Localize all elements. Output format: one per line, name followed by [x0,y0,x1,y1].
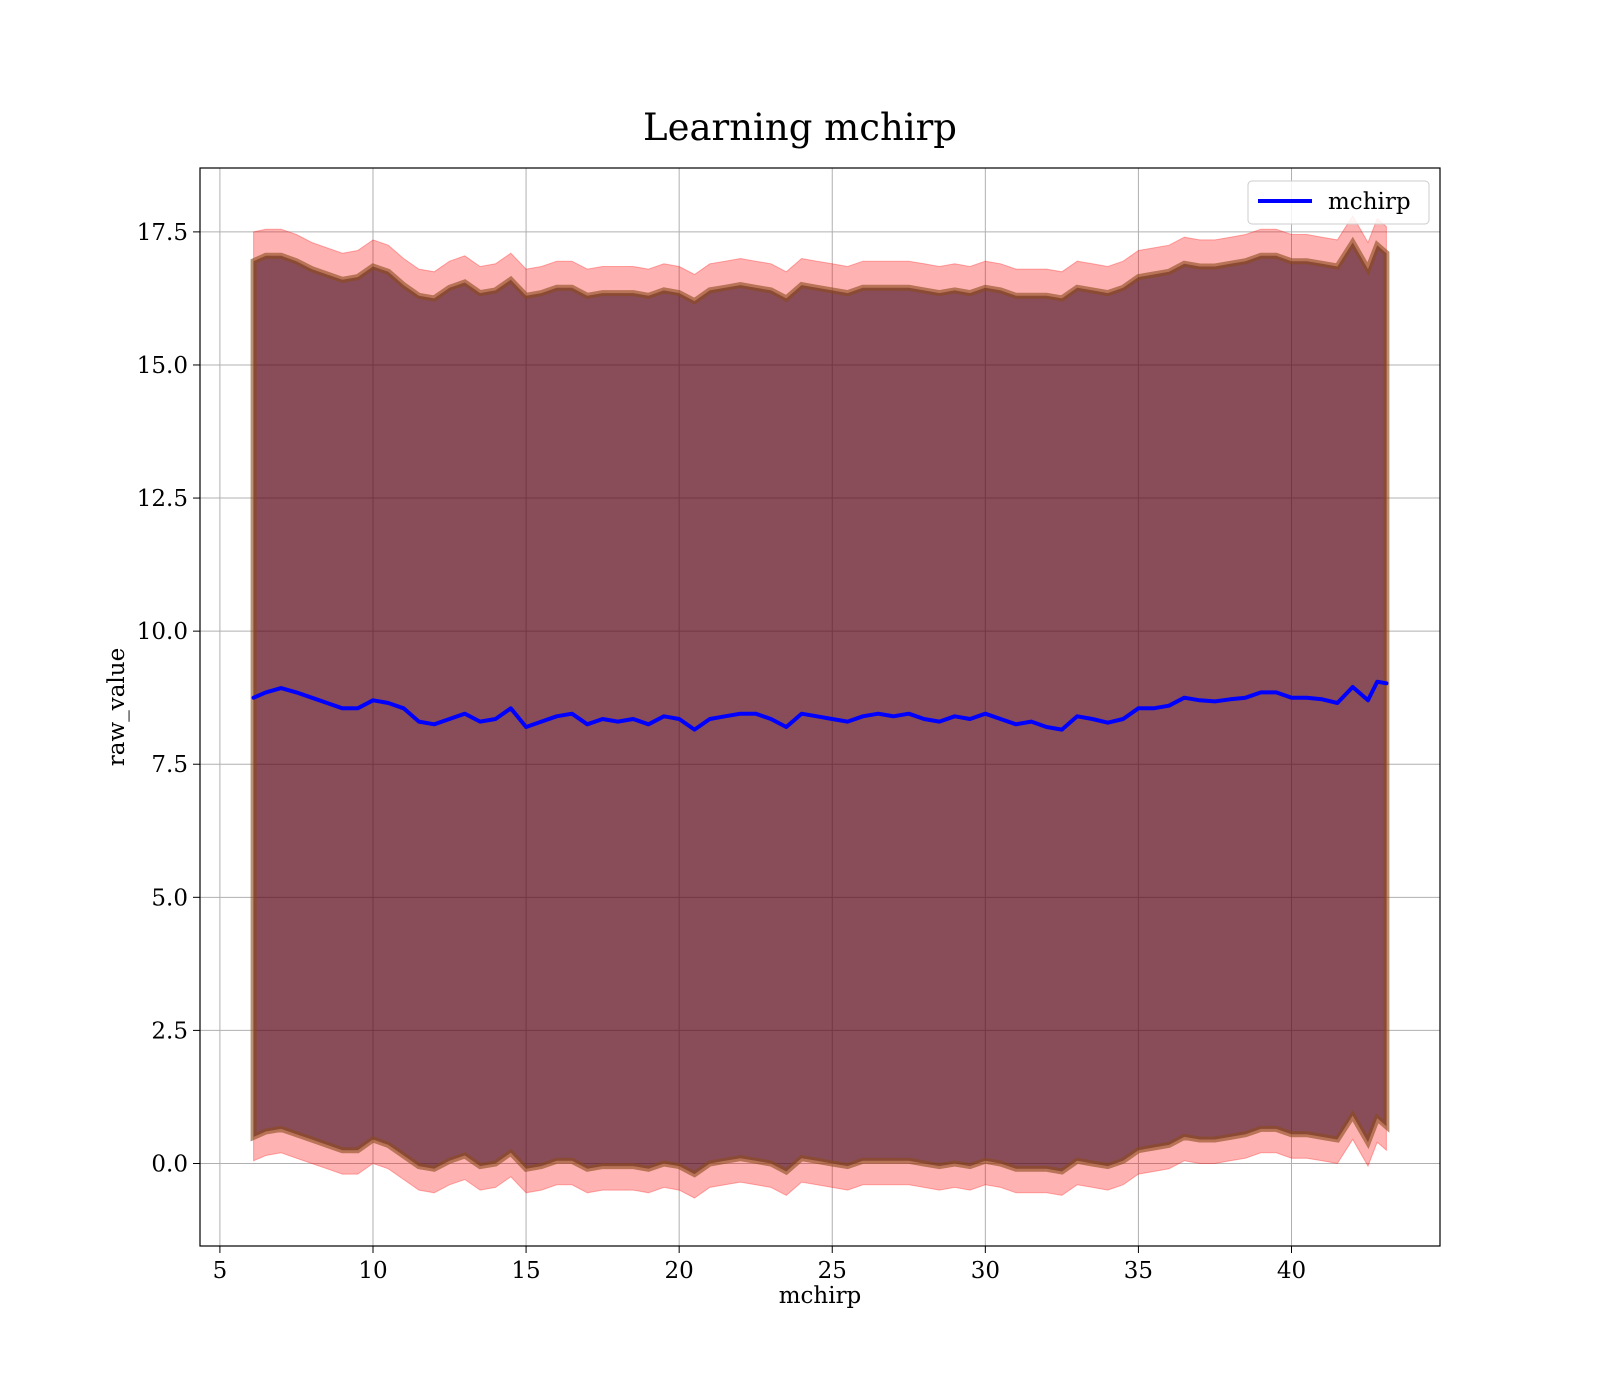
x-tick-label: 10 [358,1258,387,1284]
series-line-mchirp [251,679,1389,732]
y-tick-label: 12.5 [137,486,188,512]
x-tick-label: 5 [213,1258,228,1284]
x-tick-label: 40 [1277,1258,1306,1284]
y-tick-label: 17.5 [137,220,188,246]
legend-label: mchirp [1328,189,1411,215]
x-axis-ticks: 5 10 15 20 25 30 35 40 [213,1246,1306,1284]
legend: mchirp [1247,180,1430,225]
y-tick-label: 7.5 [151,752,188,778]
chart-title: Learning mchirp [643,106,957,149]
series-layer [251,679,1389,732]
band-inner [250,236,1390,1178]
y-tick-label: 0.0 [151,1151,188,1177]
y-tick-label: 2.5 [151,1018,188,1044]
x-tick-label: 15 [511,1258,540,1284]
x-axis-label: mchirp [779,1283,862,1309]
y-axis-ticks: 0.0 2.5 5.0 7.5 10.0 12.5 15.0 17.5 [137,220,200,1177]
plot-frame [199,167,1441,1247]
x-tick-label: 35 [1124,1258,1153,1284]
legend-box [1247,180,1430,225]
confidence-bands [250,214,1390,1199]
x-tick-label: 30 [971,1258,1000,1284]
x-tick-label: 20 [665,1258,694,1284]
x-tick-label: 25 [818,1258,847,1284]
y-tick-label: 5.0 [151,885,188,911]
y-tick-label: 10.0 [137,619,188,645]
y-tick-label: 15.0 [137,353,188,379]
y-axis-label: raw_value [104,648,130,766]
